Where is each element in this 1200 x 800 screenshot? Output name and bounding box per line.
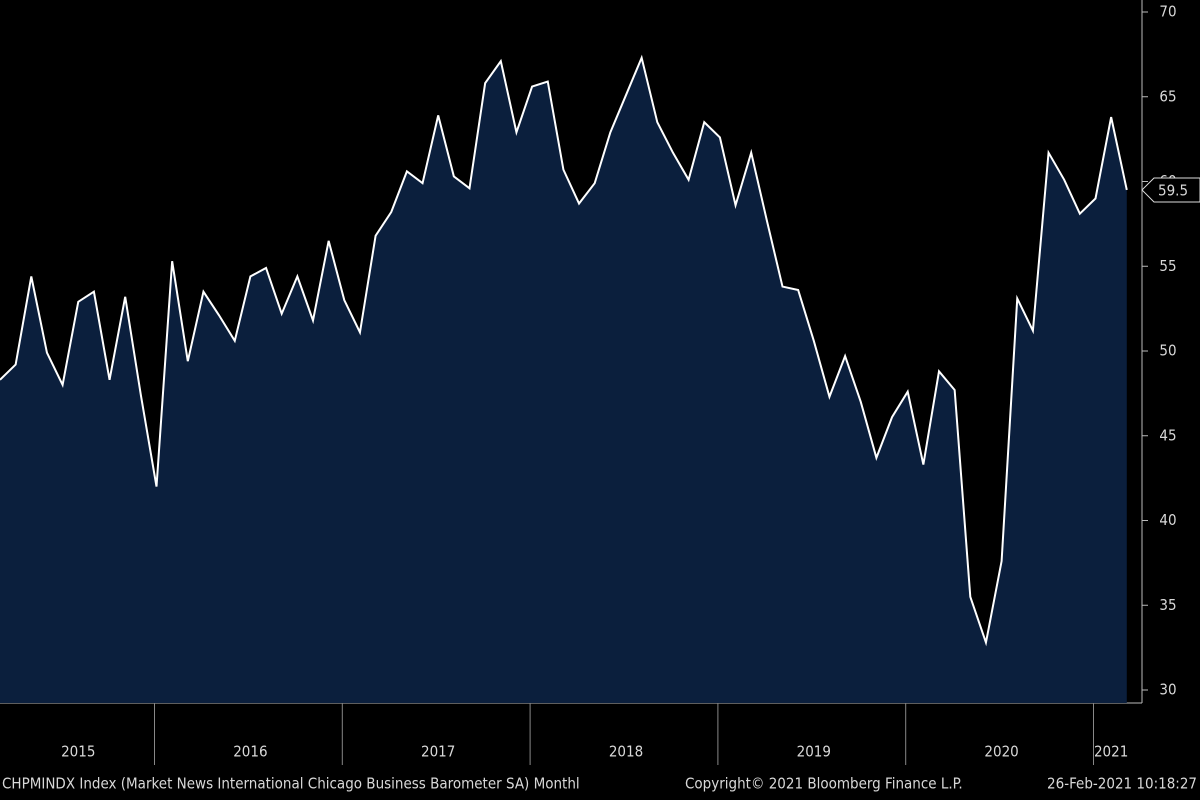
- x-tick-label: 2015: [61, 743, 95, 761]
- timestamp: 26-Feb-2021 10:18:27: [1047, 775, 1197, 793]
- last-value-label: 59.5: [1158, 181, 1188, 199]
- area-line: [0, 54, 1128, 647]
- y-tick-label: 55: [1159, 257, 1176, 275]
- source: CHPMINDX Index (Market News Internationa…: [2, 775, 580, 793]
- x-tick-label: 2019: [797, 743, 831, 761]
- y-tick-label: 30: [1159, 681, 1176, 699]
- x-tick-label: 2018: [609, 743, 643, 761]
- y-tick-label: 45: [1159, 426, 1176, 444]
- y-tick-label: 70: [1159, 3, 1176, 21]
- x-tick-label: 2017: [421, 743, 455, 761]
- x-tick-label: 2021: [1094, 743, 1128, 761]
- area-fill: [0, 57, 1127, 703]
- y-tick-label: 40: [1159, 511, 1176, 529]
- last-value-marker: [1141, 177, 1200, 203]
- y-tick-label: 50: [1159, 342, 1176, 360]
- copyright: Copyright© 2021 Bloomberg Finance L.P.: [685, 775, 963, 793]
- x-tick-label: 2020: [984, 743, 1018, 761]
- x-tick-label: 2016: [233, 743, 267, 761]
- y-tick-label: 65: [1159, 87, 1176, 105]
- y-tick-label: 35: [1159, 596, 1176, 614]
